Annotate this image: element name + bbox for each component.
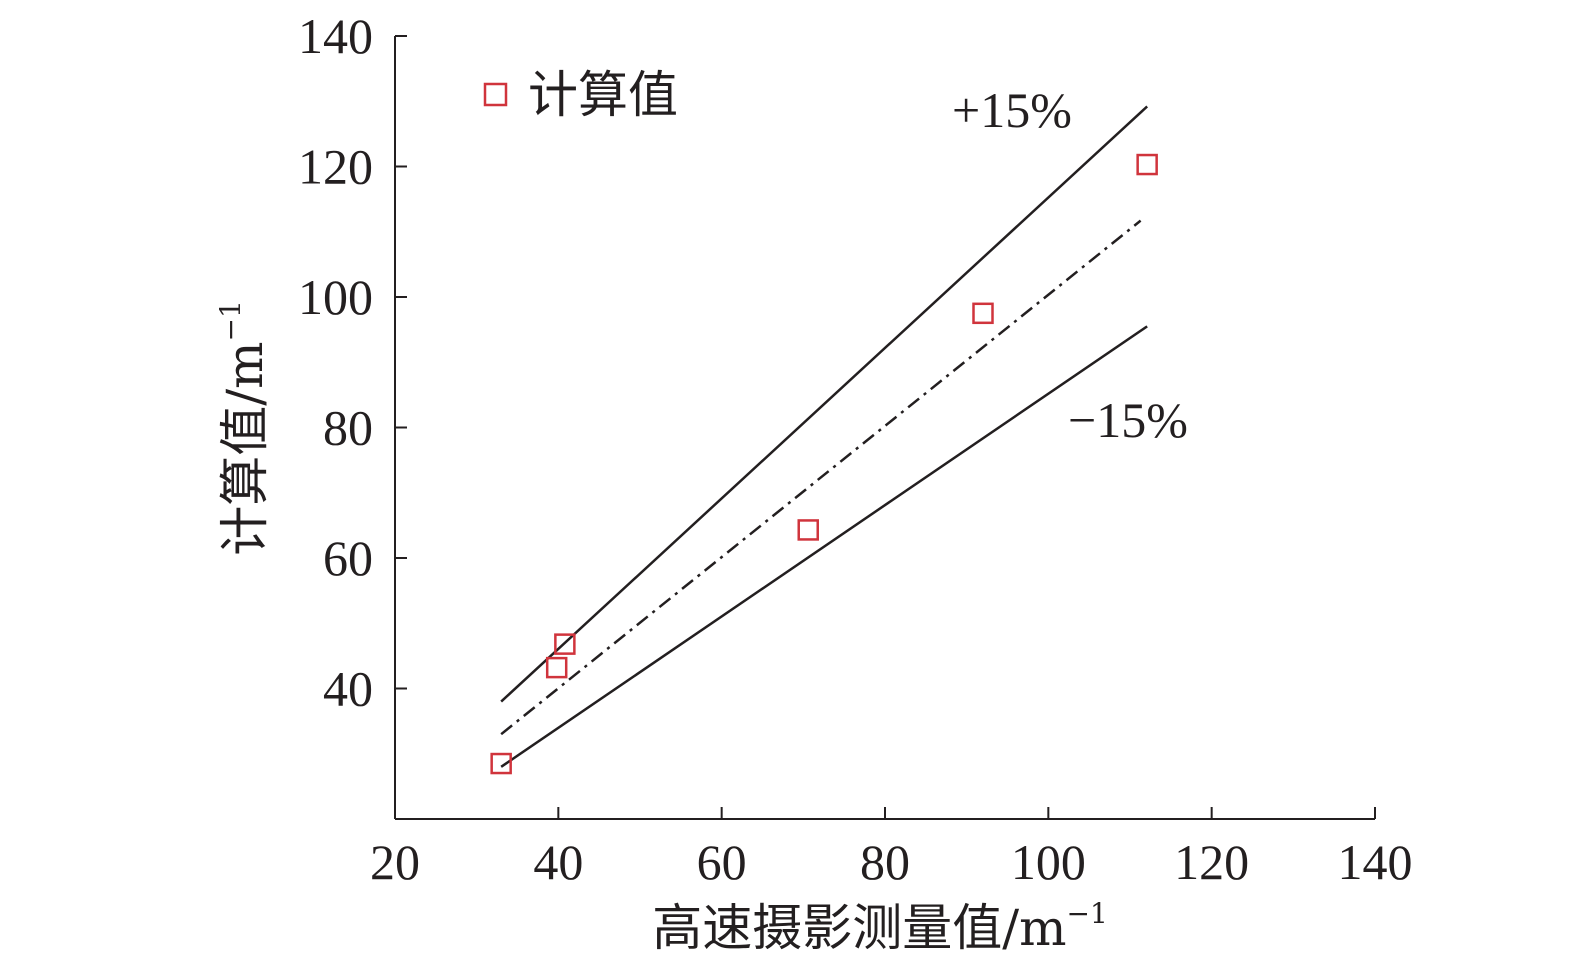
x-tick-label: 100 [1011,834,1086,890]
data-point [972,302,994,325]
legend: 计算值 [483,66,678,124]
data-point [797,519,819,541]
data-point [545,656,568,679]
y-tick-label: 120 [298,139,373,195]
data-point [490,752,512,775]
annotation-plus-15: +15% [952,82,1072,138]
x-tick-label: 40 [533,834,583,890]
legend-marker [483,82,508,107]
y-tick-label: 40 [323,661,373,717]
x-axis-title-sup: −1 [1066,897,1107,930]
data-point [554,633,576,655]
legend-label: 计算值 [528,66,678,124]
reference-line [500,325,1148,768]
data-markers [490,153,1158,775]
reference-line [500,105,1148,703]
y-axis-title: 计算值/m−1 [214,300,274,556]
x-tick-label: 60 [697,834,747,890]
y-tick-label: 60 [323,530,373,586]
y-axis-title-sup: −1 [214,300,247,341]
annotation-minus-15: −15% [1068,392,1188,448]
x-tick-label: 140 [1338,834,1413,890]
x-axis-title-text: 高速摄影测量值/m [652,899,1066,957]
x-axis-title: 高速摄影测量值/m−1 [652,897,1108,957]
axes [394,36,1375,820]
y-tick-label: 80 [323,400,373,456]
data-point [1136,153,1158,176]
ticks: 20 40 60 80 100 120 140 40 60 80 100 120 140 [298,8,1413,890]
y-tick-label: 100 [298,269,373,325]
x-tick-label: 80 [860,834,910,890]
reference-lines [500,105,1148,768]
y-axis-title-text: 计算值/m [216,342,274,556]
x-tick-label: 20 [370,834,420,890]
reference-line-parity [500,219,1142,736]
x-tick-label: 120 [1174,834,1249,890]
y-tick-label: 140 [298,8,373,64]
